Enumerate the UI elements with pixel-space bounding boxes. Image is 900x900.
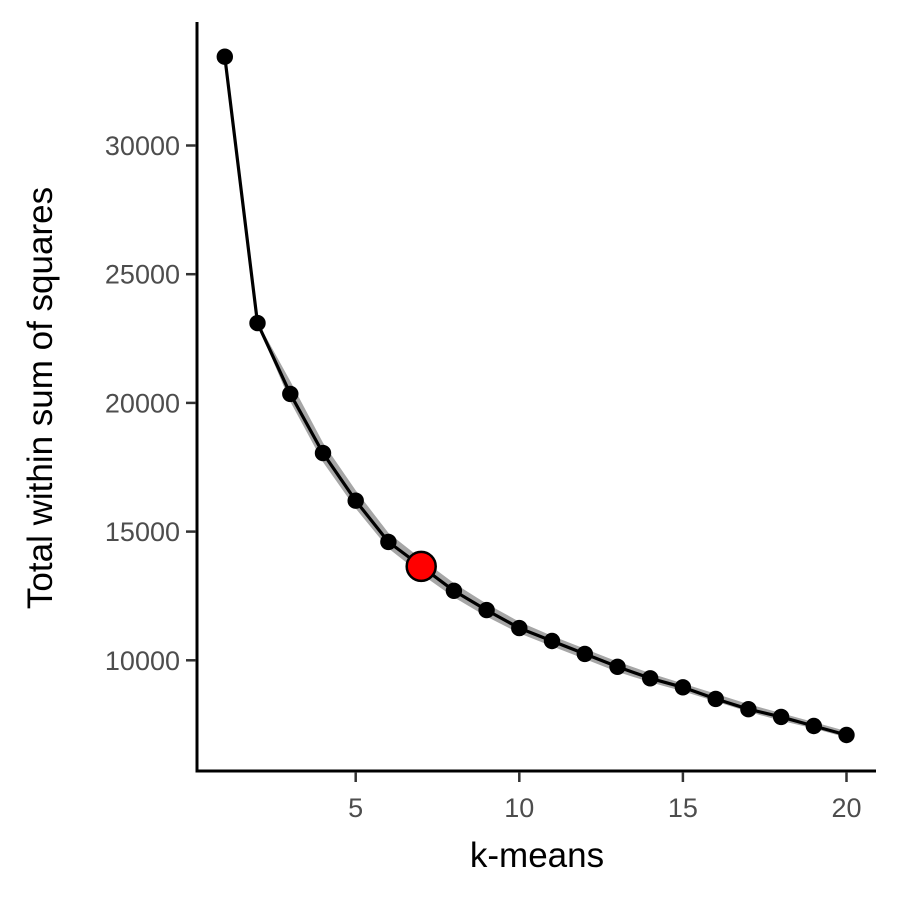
highlight-point (405, 550, 437, 583)
data-point (576, 645, 593, 663)
y-tick-label: 25000 (105, 260, 180, 290)
x-tick-label: 10 (504, 793, 534, 823)
data-point (838, 726, 855, 744)
series-line (223, 56, 847, 737)
y-tick-label: 20000 (105, 388, 180, 418)
data-point (445, 582, 463, 599)
data-point (740, 701, 757, 718)
data-point (805, 717, 822, 735)
data-point (511, 619, 528, 637)
x-tick-label: 15 (668, 793, 698, 823)
y-tick-label: 30000 (105, 131, 180, 161)
data-point (674, 679, 692, 696)
x-tick-label: 20 (831, 793, 861, 823)
x-axis-title: k-means (470, 836, 604, 875)
data-point (707, 690, 724, 708)
data-point (609, 658, 626, 675)
data-point (347, 492, 364, 509)
data-point (216, 48, 233, 65)
data-point (380, 533, 397, 551)
y-tick-label: 10000 (105, 646, 180, 676)
data-point (478, 601, 495, 619)
data-point (642, 670, 659, 687)
data-point (249, 314, 266, 332)
confidence-ribbon (257, 321, 847, 738)
data-point (543, 632, 561, 650)
y-axis-title: Total within sum of squares (21, 187, 60, 609)
optimal-k-highlight-layer (405, 550, 437, 583)
y-tick-label: 15000 (105, 517, 180, 547)
data-point (772, 708, 790, 726)
ticks-layer: 5 10 15 20 10000 15000 20000 25000 30000 (105, 131, 862, 823)
data-point (282, 385, 299, 403)
axes-layer (195, 22, 876, 773)
series-line-layer (223, 56, 847, 737)
x-tick-label: 5 (348, 793, 363, 823)
confidence-ribbon-layer (257, 321, 847, 738)
data-point (314, 444, 332, 462)
